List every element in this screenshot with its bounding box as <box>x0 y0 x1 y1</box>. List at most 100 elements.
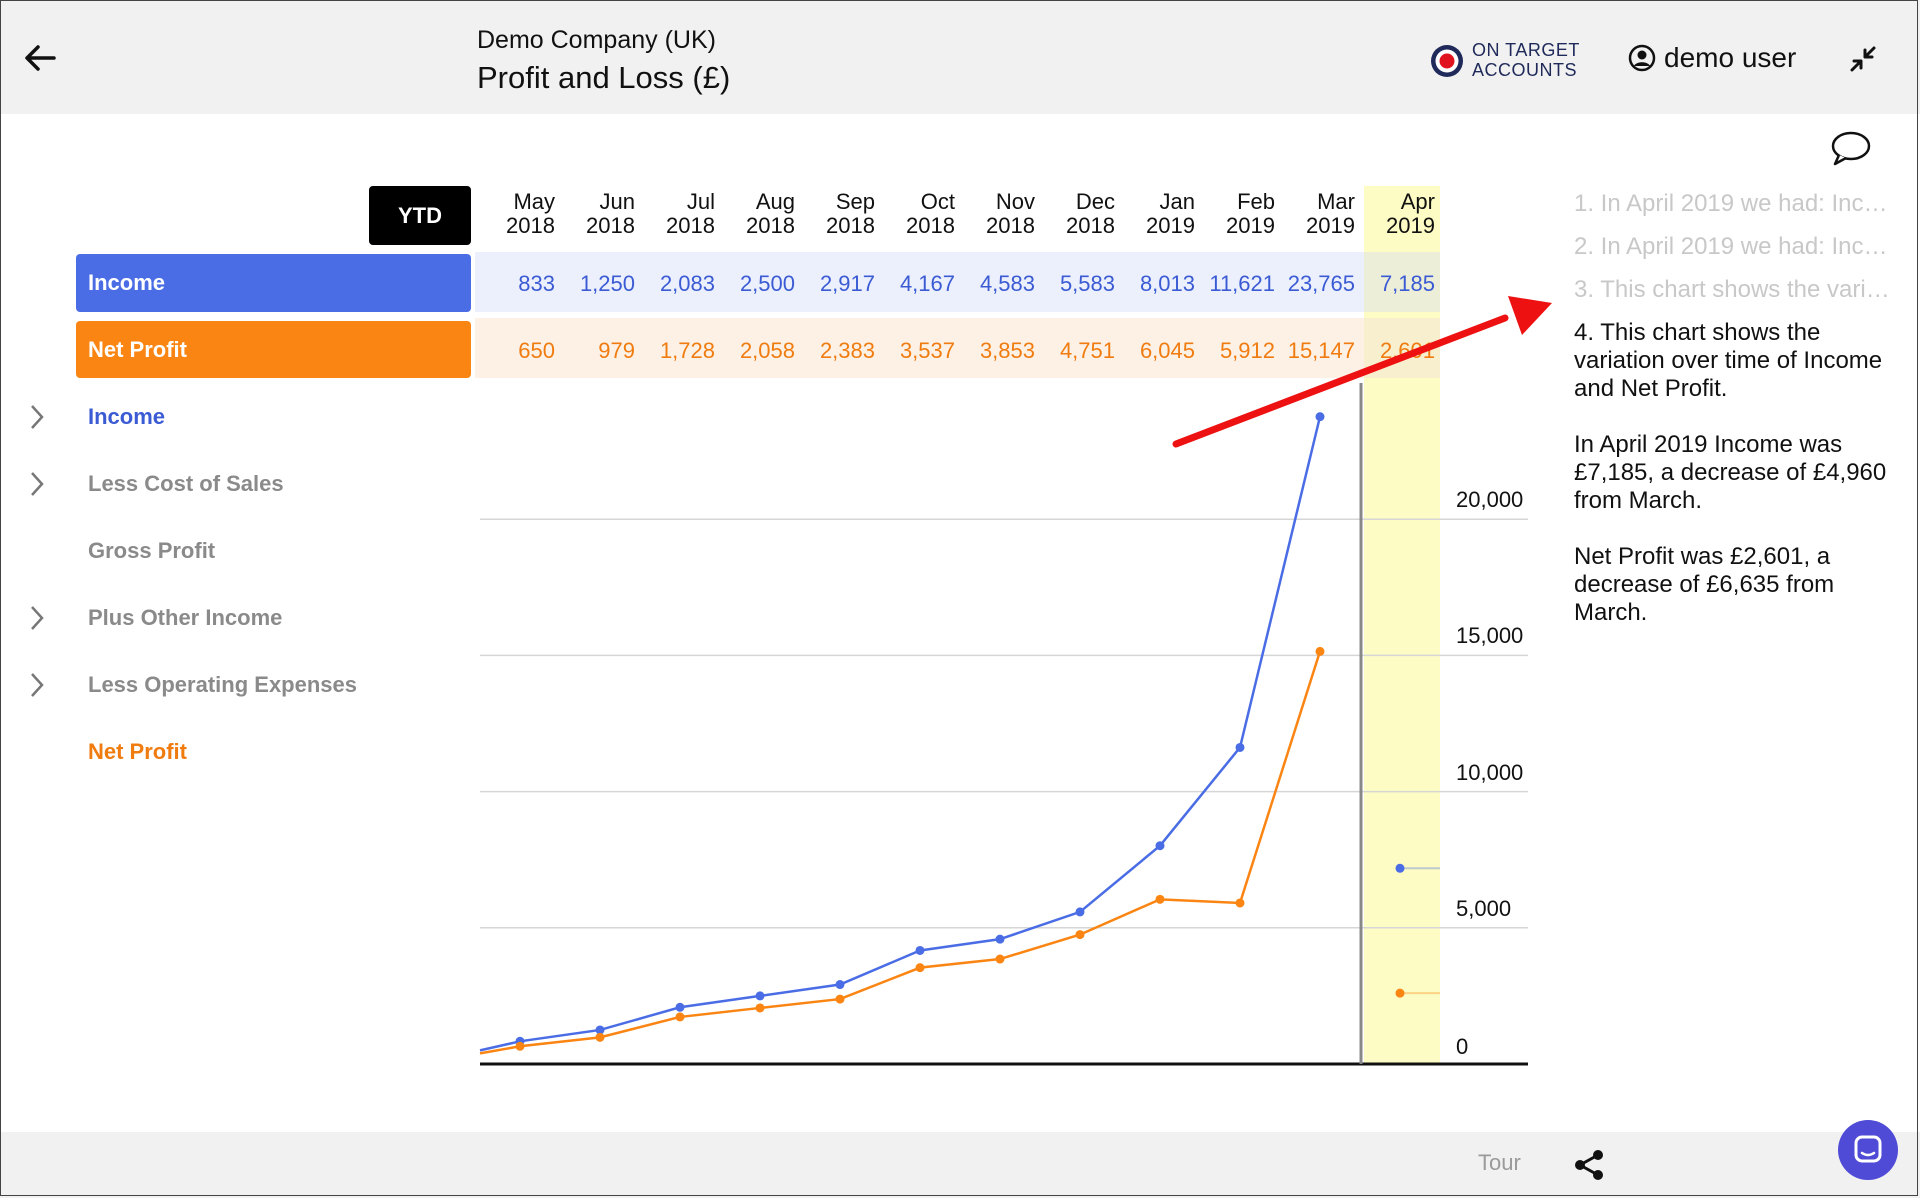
month-header[interactable]: Sep 2018 <box>795 190 875 238</box>
income-series-button[interactable]: Income <box>76 254 471 312</box>
year-label: 2018 <box>586 213 635 238</box>
data-point <box>755 991 765 1001</box>
income-value-cell: 4,583 <box>979 271 1035 296</box>
chevron-right-icon[interactable] <box>26 469 48 499</box>
highlighted-data-point <box>1395 988 1405 998</box>
commentary-item-2[interactable]: 2. In April 2019 we had: Income was £7,1… <box>1574 233 1894 260</box>
month-label: Sep <box>835 189 875 214</box>
income-value-cell: 8,013 <box>1139 271 1195 296</box>
series-line <box>479 651 1322 1055</box>
month-header[interactable]: May 2018 <box>475 190 555 238</box>
chevron-right-icon[interactable] <box>26 603 48 633</box>
month-header[interactable]: Jan 2019 <box>1115 190 1195 238</box>
data-point <box>675 1012 685 1022</box>
data-point <box>595 1025 605 1035</box>
net-profit-value-cell: 1,728 <box>659 338 715 363</box>
chevron-right-icon[interactable] <box>26 670 48 700</box>
category-item[interactable]: Less Operating Expenses <box>88 672 357 697</box>
user-account-icon[interactable] <box>1628 44 1656 72</box>
net-profit-value-cell: 3,537 <box>899 338 955 363</box>
month-label: Oct <box>920 189 955 214</box>
data-point <box>835 994 845 1004</box>
month-label: Mar <box>1317 189 1355 214</box>
y-tick-label: 5,000 <box>1456 895 1512 921</box>
month-header[interactable]: Nov 2018 <box>955 190 1035 238</box>
year-label: 2018 <box>746 213 795 238</box>
year-label: 2019 <box>1226 213 1275 238</box>
income-value-cell: 23,765 <box>1287 271 1355 296</box>
year-label: 2019 <box>1386 213 1435 238</box>
income-value-cell: 833 <box>518 271 555 296</box>
data-point <box>995 934 1005 944</box>
income-value-cell: 11,621 <box>1209 271 1275 296</box>
logo-line1: ON TARGET <box>1472 40 1580 60</box>
net-profit-value-cell: 2,383 <box>819 338 875 363</box>
annotation-arrowhead <box>1508 296 1552 335</box>
tour-link[interactable]: Tour <box>1478 1150 1521 1175</box>
net-profit-value-cell: 979 <box>598 338 635 363</box>
data-point <box>835 980 845 990</box>
ytd-button[interactable]: YTD <box>369 186 471 245</box>
chat-bubble-icon <box>1854 1135 1882 1163</box>
highlighted-data-point <box>1395 863 1405 873</box>
data-point <box>1315 646 1325 656</box>
net-profit-value-cell: 3,853 <box>979 338 1035 363</box>
month-header[interactable]: Oct 2018 <box>875 190 955 238</box>
month-header[interactable]: Feb 2019 <box>1195 190 1275 238</box>
back-arrow-icon[interactable] <box>20 38 60 78</box>
net-profit-value-cell: 650 <box>518 338 555 363</box>
month-label: Apr <box>1400 189 1435 214</box>
net-profit-row-background <box>475 318 1364 378</box>
net-profit-series-button[interactable]: Net Profit <box>76 321 471 378</box>
y-tick-label: 10,000 <box>1456 759 1524 785</box>
data-point <box>1155 894 1165 904</box>
year-label: 2018 <box>506 213 555 238</box>
category-item[interactable]: Less Cost of Sales <box>88 471 284 496</box>
commentary-active-item: 4. This chart shows the variation over t… <box>1574 319 1912 655</box>
month-header[interactable]: Apr 2019 <box>1355 190 1435 238</box>
category-item[interactable]: Gross Profit <box>88 538 216 563</box>
chevron-right-icon[interactable] <box>26 402 48 432</box>
data-point <box>1235 742 1245 752</box>
category-item[interactable]: Income <box>88 404 166 429</box>
share-icon[interactable] <box>1572 1148 1606 1182</box>
net-profit-value-cell: 6,045 <box>1139 338 1195 363</box>
net-profit-value-cell: 2,058 <box>739 338 795 363</box>
income-value-cell: 7,185 <box>1379 271 1435 296</box>
commentary-item-1[interactable]: 1. In April 2019 we had: Income was £7,1… <box>1574 190 1894 217</box>
commentary-item-3[interactable]: 3. This chart shows the variation over t… <box>1574 276 1894 303</box>
month-header[interactable]: Dec 2018 <box>1035 190 1115 238</box>
user-name[interactable]: demo user <box>1664 42 1797 73</box>
month-header[interactable]: Jul 2018 <box>635 190 715 238</box>
app-header: Demo Company (UK) Profit and Loss (£) ON… <box>0 0 1920 114</box>
comment-icon[interactable] <box>1830 130 1872 168</box>
month-header[interactable]: Jun 2018 <box>555 190 635 238</box>
logo-line2: ACCOUNTS <box>1472 60 1578 80</box>
chat-launcher-button[interactable] <box>1838 1120 1898 1180</box>
month-label: Feb <box>1237 189 1275 214</box>
month-header[interactable]: Mar 2019 <box>1275 190 1355 238</box>
data-point <box>595 1032 605 1042</box>
series-line <box>479 416 1322 1052</box>
net-profit-value-cell: 5,912 <box>1219 338 1275 363</box>
month-label: Aug <box>755 189 795 214</box>
year-label: 2018 <box>906 213 955 238</box>
category-item[interactable]: Net Profit <box>88 739 187 764</box>
year-label: 2018 <box>1066 213 1115 238</box>
net-profit-value-cell: 15,147 <box>1287 338 1355 363</box>
logo-text: ON TARGET ACCOUNTS <box>1472 40 1580 80</box>
annotation-arrow-line <box>1172 314 1509 448</box>
data-point <box>915 945 925 955</box>
month-label: Jul <box>686 189 715 214</box>
month-header[interactable]: Aug 2018 <box>715 190 795 238</box>
net-profit-value-cell: 4,751 <box>1059 338 1115 363</box>
category-item[interactable]: Plus Other Income <box>88 605 283 630</box>
month-label: Jan <box>1159 189 1195 214</box>
collapse-fullscreen-icon[interactable] <box>1848 44 1878 74</box>
income-value-cell: 2,500 <box>739 271 795 296</box>
y-tick-label: 20,000 <box>1456 487 1524 513</box>
commentary-income-text: In April 2019 Income was £7,185, a decre… <box>1574 431 1887 514</box>
data-point <box>1155 841 1165 851</box>
month-label: Nov <box>995 189 1035 214</box>
company-name: Demo Company (UK) <box>477 26 716 54</box>
